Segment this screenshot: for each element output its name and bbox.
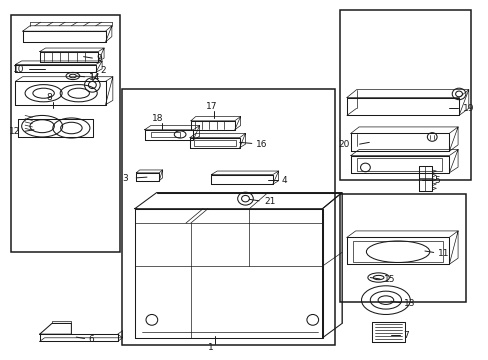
Text: 7: 7 <box>403 331 408 340</box>
Bar <box>11 15 120 252</box>
Bar <box>339 194 466 302</box>
Text: 5: 5 <box>434 176 440 185</box>
Text: 13: 13 <box>404 299 415 308</box>
Text: 6: 6 <box>88 335 94 344</box>
Text: 1: 1 <box>207 343 213 352</box>
Text: 16: 16 <box>256 140 267 149</box>
Text: 4: 4 <box>281 176 286 185</box>
Text: 10: 10 <box>13 65 24 74</box>
Text: 9: 9 <box>96 54 102 63</box>
Text: 15: 15 <box>384 275 395 284</box>
Text: 8: 8 <box>46 93 52 102</box>
Text: 21: 21 <box>264 197 275 206</box>
Bar <box>352 241 442 262</box>
Text: 11: 11 <box>437 249 448 258</box>
Bar <box>356 158 441 171</box>
Text: 3: 3 <box>122 174 128 183</box>
Bar <box>122 89 334 345</box>
Bar <box>151 132 180 137</box>
Text: 18: 18 <box>152 114 163 123</box>
Bar <box>193 140 235 145</box>
Bar <box>339 10 470 180</box>
Text: 2: 2 <box>101 66 106 75</box>
Text: 19: 19 <box>462 104 473 113</box>
Text: 20: 20 <box>338 140 349 149</box>
Text: 14: 14 <box>88 73 100 82</box>
Text: 12: 12 <box>9 127 20 136</box>
Text: 17: 17 <box>205 102 217 111</box>
